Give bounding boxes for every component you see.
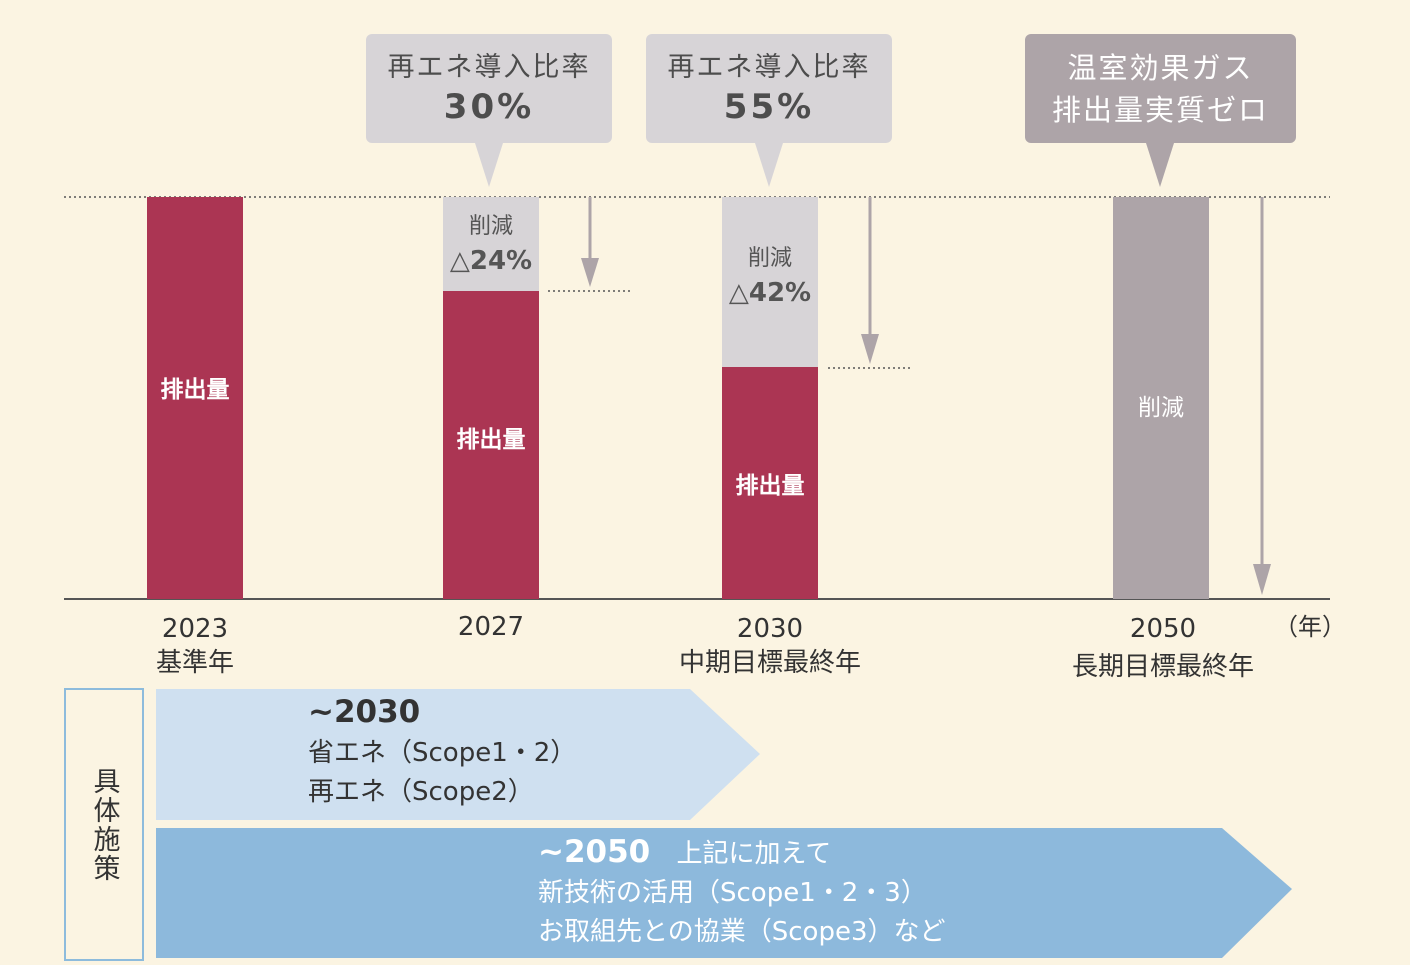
year-2030: 2030 中期目標最終年 (650, 612, 890, 680)
callout-2050-pointer (1146, 143, 1174, 187)
year-2027: 2027 (406, 610, 576, 644)
measure-2050-line2: お取組先との協業（Scope3）など (538, 917, 946, 947)
bar-2027-cut-word: 削減 (468, 214, 513, 239)
measures-sideband: 具体施策 (64, 688, 144, 961)
callout-2050: 温室効果ガス 排出量実質ゼロ (1025, 34, 1296, 143)
bar-2030-cut-value: △42% (728, 278, 812, 308)
bar-2027-emission-label: 排出量 (456, 427, 526, 453)
bar-2027-cut-value: △24% (449, 246, 533, 276)
measure-arrow-2050 (156, 828, 1292, 958)
bar-2050-cut-label: 削減 (1138, 395, 1184, 421)
callout-2030-value: 55% (723, 86, 815, 127)
measure-2030-line1: 省エネ（Scope1・2） (308, 738, 577, 768)
measure-2050-text: ~2050 上記に加えて 新技術の活用（Scope1・2・3） お取組先との協業… (538, 833, 946, 952)
reduction-arrow-2050 (1253, 197, 1271, 595)
year-2050-value: 2050 (1129, 614, 1197, 644)
bar-2030-reduction (722, 197, 818, 367)
year-2030-sub: 中期目標最終年 (678, 648, 861, 678)
measure-arrow-2030 (156, 689, 760, 820)
callout-2050-line2: 排出量実質ゼロ (1051, 92, 1269, 127)
bar-2027-reduction (443, 197, 539, 291)
callout-2030: 再エネ導入比率 55% (646, 34, 892, 143)
callout-2027: 再エネ導入比率 30% (366, 34, 612, 143)
measure-2050-line1: 新技術の活用（Scope1・2・3） (538, 878, 927, 908)
unit-label: （年） (1274, 613, 1346, 641)
bar-2027-emission (443, 291, 539, 599)
year-2027-value: 2027 (457, 612, 525, 642)
bar-2023-emission-label: 排出量 (160, 377, 230, 403)
year-2050: 2050 長期目標最終年 (1043, 612, 1283, 684)
measure-2050-period: ~2050 (538, 834, 651, 870)
measures-sideband-label: 具体施策 (88, 766, 120, 883)
reduction-arrow-2030 (861, 197, 879, 364)
measure-2030-line2: 再エネ（Scope2） (308, 777, 534, 807)
bar-2030-emission (722, 367, 818, 599)
year-2030-value: 2030 (736, 614, 804, 644)
measure-2050-extra: 上記に加えて (676, 839, 832, 869)
callout-2027-value: 30% (443, 86, 535, 127)
measure-2030-text: ~2030 省エネ（Scope1・2） 再エネ（Scope2） (308, 693, 576, 812)
year-2023-sub: 基準年 (155, 648, 234, 678)
year-2023-value: 2023 (161, 614, 229, 644)
callout-2027-pointer (475, 143, 503, 187)
bar-2027-cut-label: 削減 △24% (443, 210, 539, 280)
year-2023: 2023 基準年 (110, 612, 280, 680)
year-2050-sub: 長期目標最終年 (1071, 652, 1254, 682)
callout-2027-title: 再エネ導入比率 (387, 51, 591, 83)
bar-2030-emission-label: 排出量 (735, 473, 805, 499)
callout-2030-pointer (755, 143, 783, 187)
bar-2030-cut-word: 削減 (747, 246, 792, 271)
bar-2050-reduction (1113, 197, 1209, 599)
callout-2030-title: 再エネ導入比率 (667, 51, 871, 83)
reduction-arrow-2027 (581, 197, 599, 287)
bar-2023-emission (147, 197, 243, 599)
callout-2050-line1: 温室効果ガス (1067, 50, 1254, 85)
bar-2030-cut-label: 削減 △42% (722, 242, 818, 312)
measure-2030-period: ~2030 (308, 694, 421, 730)
